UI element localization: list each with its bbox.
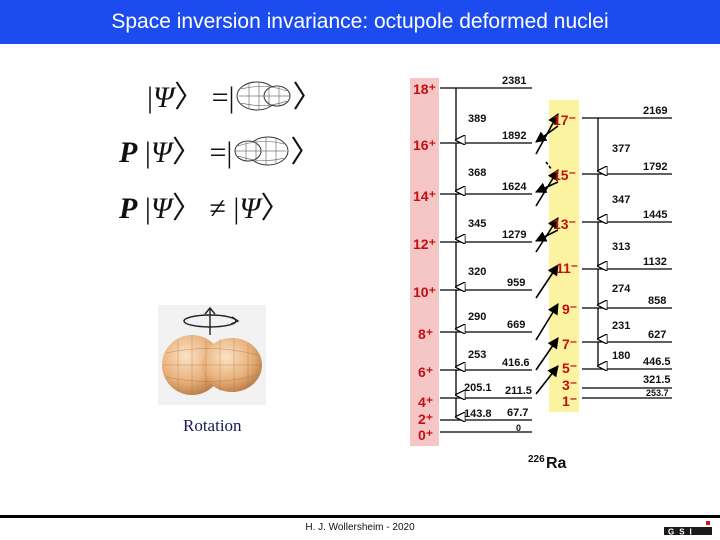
level-energy: 2169 [643, 105, 667, 117]
spin-label-1-: 1⁻ [562, 393, 577, 409]
ket-close: 〉 [174, 81, 205, 114]
level-energy: 1792 [643, 161, 667, 173]
spin-label-15-: 15⁻ [553, 167, 576, 183]
transition-energy: 290 [468, 311, 486, 323]
rotating-nucleus-image [158, 305, 266, 405]
transition-energy: 377 [612, 143, 630, 155]
transition-energy: 368 [468, 167, 486, 179]
parity-operator: P [119, 136, 138, 169]
transition-energy: 274 [612, 283, 631, 295]
level-energy: 959 [507, 277, 525, 289]
equation-3: P |Ψ〉 ≠ |Ψ〉 [119, 183, 291, 227]
psi-symbol: Ψ [150, 136, 172, 169]
ket-open: | [233, 192, 240, 225]
positive-band-background [410, 78, 439, 446]
transition-energy: 180 [612, 350, 630, 362]
transition-energy: 231 [612, 320, 630, 332]
ket-open: | [228, 81, 235, 114]
ket-open: | [144, 192, 151, 225]
spin-label-9-: 9⁻ [562, 301, 577, 317]
nucleus-mass-number: 226 [528, 454, 545, 465]
negative-band-background [549, 100, 579, 412]
spin-label-5-: 5⁻ [562, 360, 577, 376]
ket-close: 〉 [171, 136, 202, 169]
rotation-label: Rotation [183, 416, 242, 435]
ket-close: 〉 [171, 192, 202, 225]
transition-energy: 320 [468, 266, 486, 278]
level-energy: 669 [507, 319, 525, 331]
ket-open: | [226, 136, 233, 169]
page-title: Space inversion invariance: octupole def… [0, 0, 720, 44]
spin-label-7-: 7⁻ [562, 336, 577, 352]
transition-energy: 347 [612, 194, 630, 206]
inverted-pear-shape-image [232, 134, 290, 176]
level-energy: 211.5 [505, 385, 532, 397]
level-energy: 1445 [643, 209, 667, 221]
ket-close: 〉 [292, 81, 323, 114]
spin-label-16+: 16⁺ [413, 137, 436, 153]
transition-energy: 389 [468, 113, 486, 125]
spin-label-13-: 13⁻ [553, 216, 576, 232]
equals-sign: = [211, 81, 229, 114]
transition-energy: 205.1 [464, 382, 492, 394]
psi-symbol: Ψ [239, 192, 261, 225]
level-energy: 0 [516, 423, 521, 433]
not-equal-sign: ≠ [209, 192, 226, 225]
level-energy: 858 [648, 295, 666, 307]
nucleus-symbol: Ra [546, 455, 567, 472]
transition-energy: 143.8 [464, 408, 492, 420]
spin-label-0+: 0⁺ [418, 427, 433, 443]
spin-label-12+: 12⁺ [413, 236, 436, 252]
level-energy: 627 [648, 329, 666, 341]
level-energy: 321.5 [643, 374, 671, 386]
equals-sign: = [209, 136, 227, 169]
spin-label-6+: 6⁺ [418, 364, 433, 380]
spin-label-11-: 11⁻ [556, 260, 578, 276]
level-energy: 416.6 [502, 357, 530, 369]
equation-1: |Ψ〉 =| 〉 [147, 72, 323, 121]
spin-label-10+: 10⁺ [413, 284, 436, 300]
level-energy: 1892 [502, 130, 526, 142]
spin-label-14+: 14⁺ [413, 188, 436, 204]
pear-shape-image [235, 79, 293, 121]
spin-label-8+: 8⁺ [418, 326, 433, 342]
footer-credit: H. J. Wollersheim - 2020 [305, 522, 415, 533]
transition-energy: 253 [468, 349, 486, 361]
level-energy: 446.5 [643, 356, 671, 368]
interband-transitions [534, 113, 559, 395]
transition-energy: 313 [612, 241, 630, 253]
footer-divider [0, 515, 720, 518]
level-energy: 2381 [502, 75, 526, 87]
psi-symbol: Ψ [150, 192, 172, 225]
parity-operator: P [119, 192, 138, 225]
ket-open: | [144, 136, 151, 169]
gsi-logo-text: GSI [668, 528, 697, 537]
level-energy: 253.7 [646, 388, 669, 398]
ket-close: 〉 [260, 192, 291, 225]
gsi-logo-icon: GSI [664, 521, 712, 537]
ket-close: 〉 [290, 136, 321, 169]
transition-energy: 345 [468, 218, 486, 230]
spin-label-4+: 4⁺ [418, 394, 433, 410]
spin-label-17-: 17⁻ [553, 112, 576, 128]
spin-label-2+: 2⁺ [418, 411, 433, 427]
level-energy: 67.7 [507, 407, 528, 419]
equation-2: P |Ψ〉 =| 〉 [119, 127, 320, 176]
level-energy: 1279 [502, 229, 526, 241]
level-scheme-diagram: 18⁺ 16⁺ 14⁺ 12⁺ 10⁺ 8⁺ 6⁺ 4⁺ 2⁺ 0⁺ 2381 … [410, 75, 672, 472]
ket-open: | [147, 81, 154, 114]
spin-label-18+: 18⁺ [413, 81, 436, 97]
level-energy: 1132 [643, 256, 667, 268]
psi-symbol: Ψ [153, 81, 175, 114]
spin-label-3-: 3⁻ [562, 377, 577, 393]
level-energy: 1624 [502, 181, 527, 193]
